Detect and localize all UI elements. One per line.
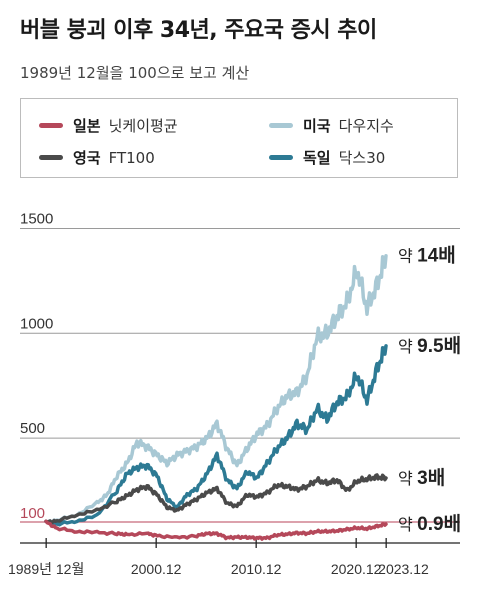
x-tick-label: 2010.12 (231, 561, 282, 577)
legend: 일본 닛케이평균 미국 다우지수 영국 FT100 독일 닥스30 (20, 98, 458, 178)
legend-item-japan: 일본 닛케이평균 (39, 115, 178, 136)
legend-index-japan: 닛케이평균 (108, 117, 178, 135)
series-line-일본 (44, 519, 388, 541)
legend-item-usa: 미국 다우지수 (269, 115, 394, 136)
legend-country-japan: 일본 (73, 117, 101, 135)
legend-country-uk: 영국 (73, 149, 101, 167)
chart-subtitle: 1989년 12월을 100으로 보고 계산 (20, 64, 250, 82)
legend-item-uk: 영국 FT100 (39, 147, 155, 168)
legend-swatch-germany (269, 155, 293, 160)
legend-index-uk: FT100 (108, 148, 155, 167)
legend-country-germany: 독일 (303, 149, 331, 167)
legend-index-germany: 닥스30 (338, 149, 386, 167)
legend-swatch-usa (269, 123, 293, 128)
legend-item-germany: 독일 닥스30 (269, 147, 385, 168)
y-tick-label: 1500 (20, 210, 53, 227)
legend-index-usa: 다우지수 (338, 117, 394, 135)
y-tick-label: 1000 (20, 315, 53, 332)
end-label-미국: 약 14배 (398, 245, 456, 267)
end-label-독일: 약 9.5배 (398, 335, 461, 357)
legend-swatch-uk (39, 155, 63, 160)
chart-title: 버블 붕괴 이후 34년, 주요국 증시 추이 (20, 18, 377, 43)
series-line-독일 (44, 344, 388, 527)
x-tick-label: 2000.12 (131, 561, 182, 577)
x-tick-label: 2020.12 (331, 561, 382, 577)
legend-country-usa: 미국 (303, 117, 331, 135)
x-tick-label: 1989년 12월 (8, 561, 84, 577)
end-label-영국: 약 3배 (398, 467, 445, 489)
y-tick-label: 500 (20, 420, 45, 437)
series-line-미국 (44, 253, 388, 525)
series-line-영국 (44, 473, 388, 525)
legend-swatch-japan (39, 123, 63, 128)
x-tick-label: 2023.12 (378, 561, 429, 577)
end-label-일본: 약 0.9배 (398, 513, 461, 535)
baseline-label: 100 (20, 505, 45, 522)
